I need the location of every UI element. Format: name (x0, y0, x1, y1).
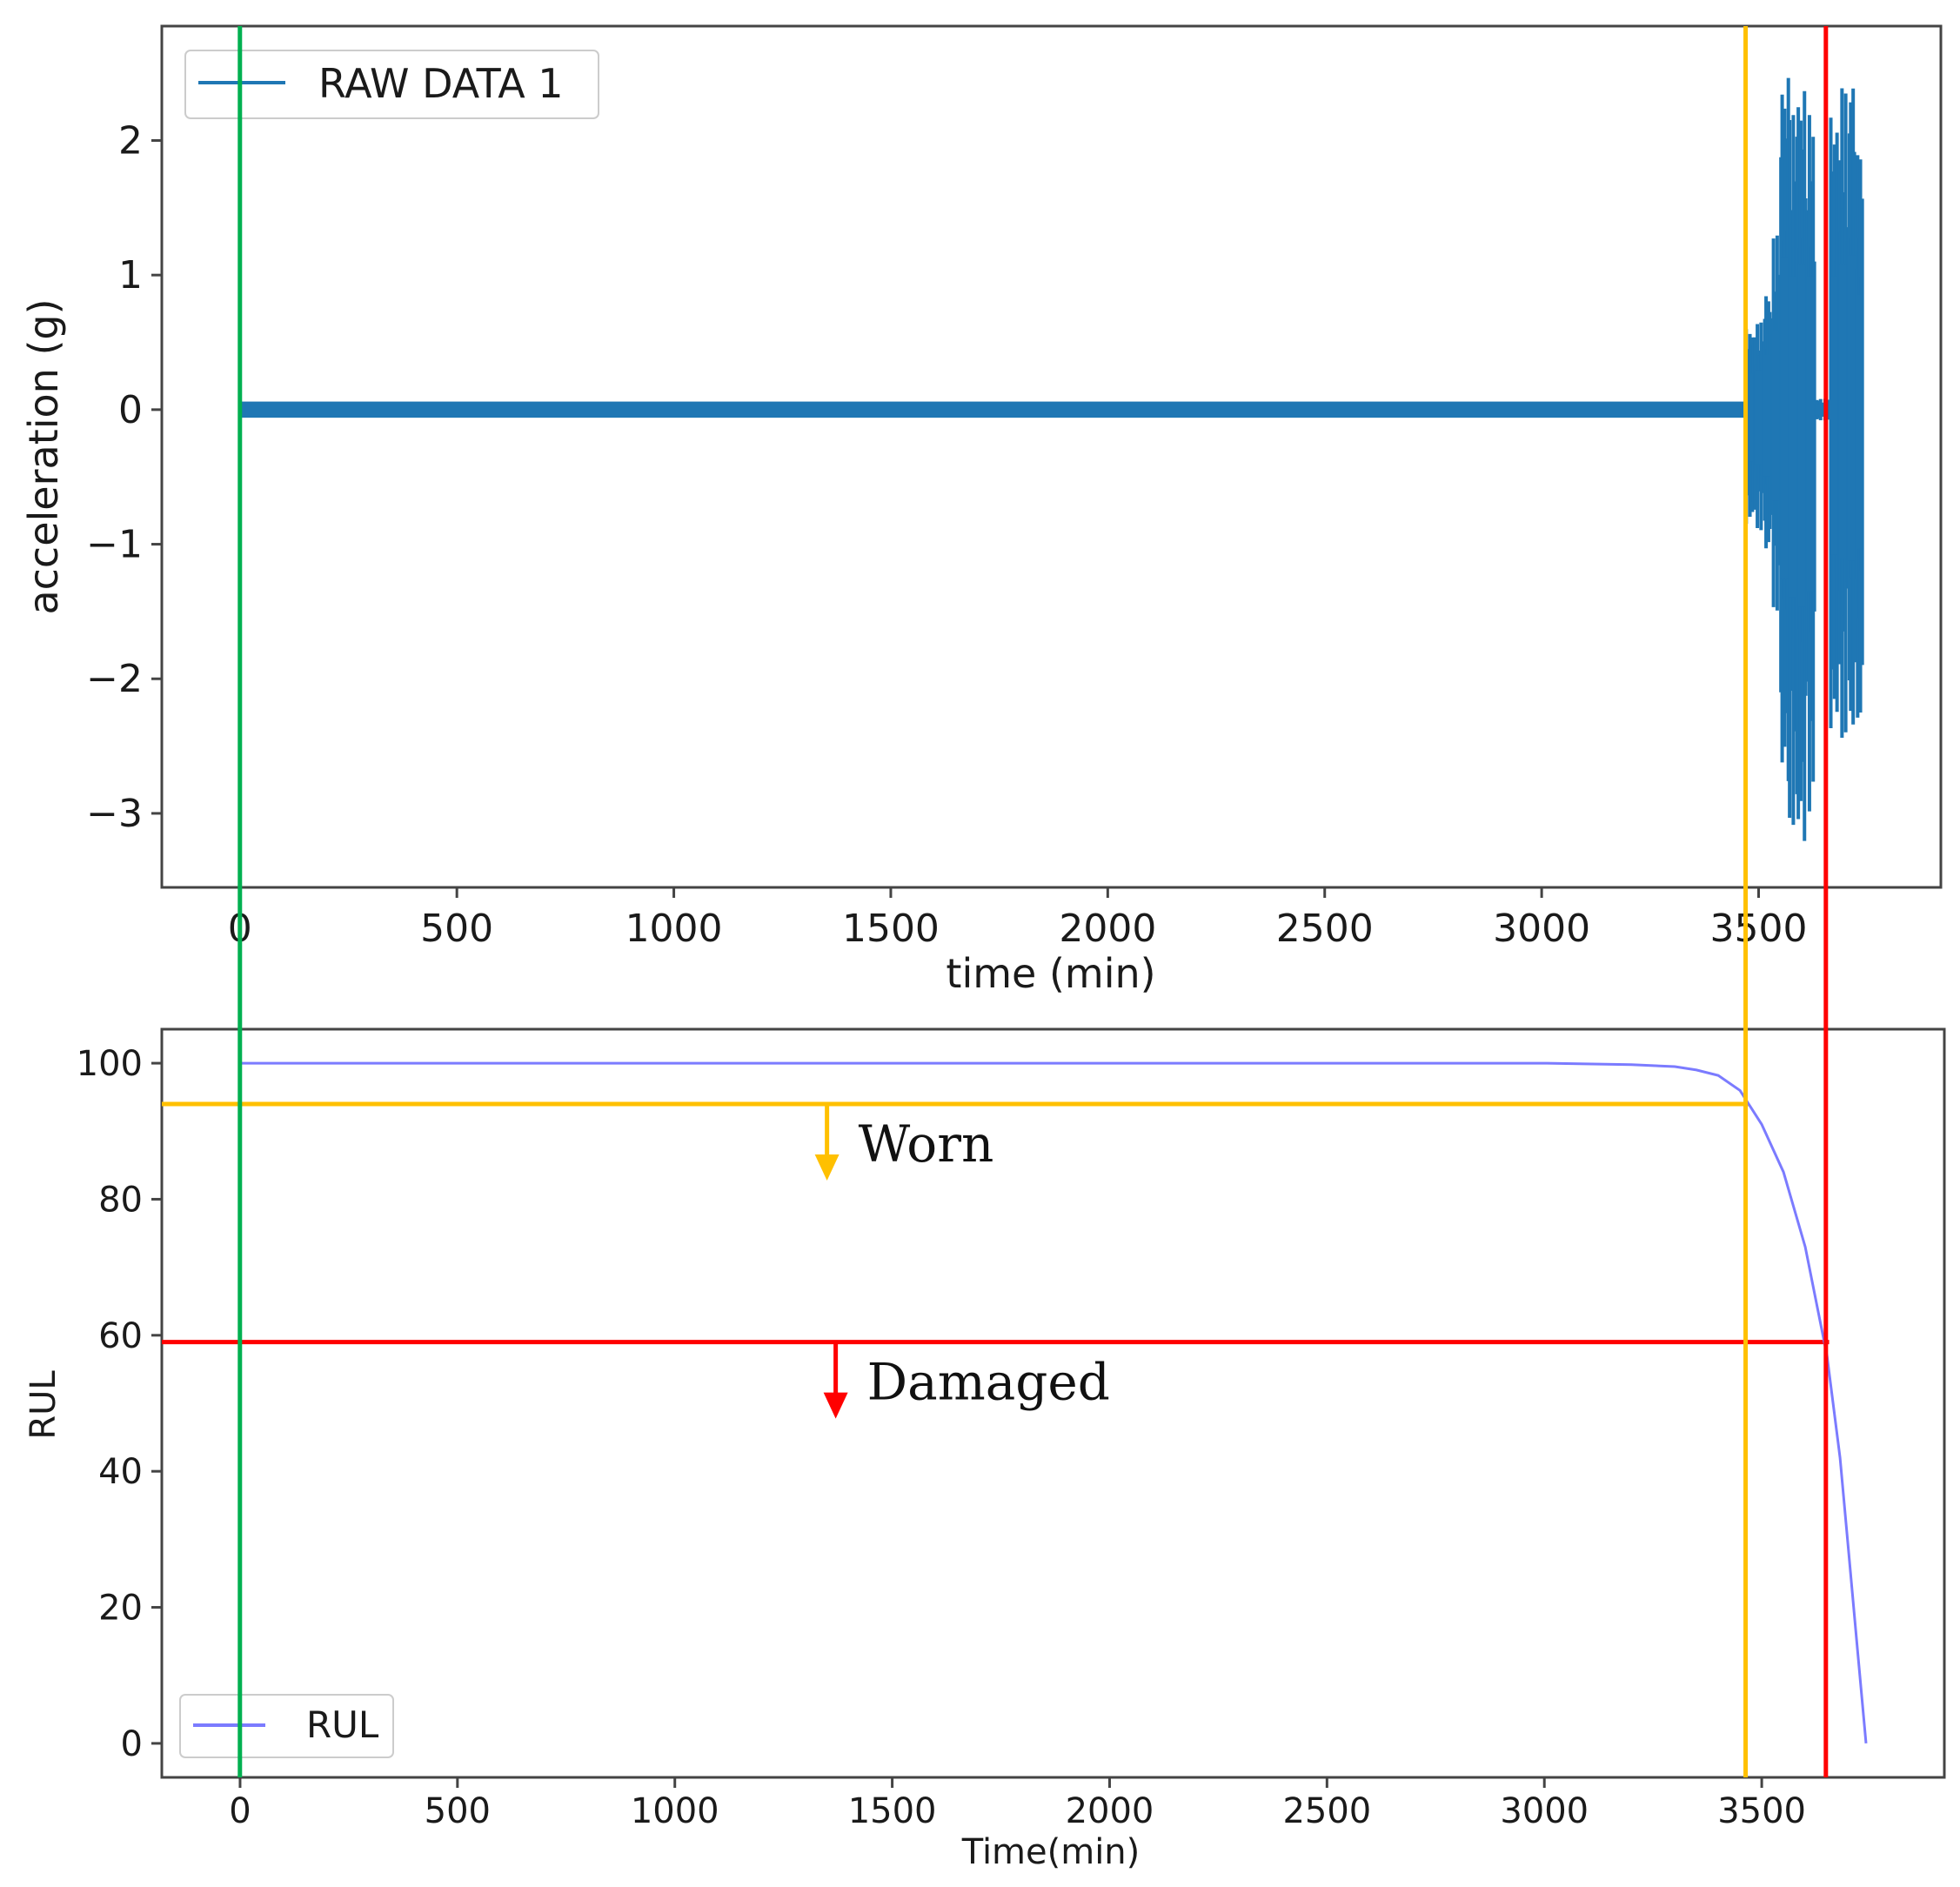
rul-x-ticks: 0 500 1000 1500 2000 2500 3000 3500 (229, 1777, 1806, 1831)
raw-data-1-band (239, 401, 1746, 418)
rul-y-tick-label: 60 (98, 1316, 143, 1356)
acceleration-x-tick-label: 1000 (625, 907, 723, 951)
rul-x-tick-label: 2500 (1282, 1791, 1371, 1831)
acceleration-x-tick-label: 1500 (842, 907, 940, 951)
rul-x-tick-label: 2000 (1066, 1791, 1154, 1831)
raw-data-1-core (1856, 294, 1863, 549)
acceleration-panel: 0 500 1000 1500 2000 2500 3000 3500 2 1 0 −1 −2 −3 t… (20, 24, 1943, 997)
threshold-arrow-head (814, 1154, 840, 1181)
acceleration-x-tick-label: 2500 (1276, 907, 1374, 951)
rul-x-tick-label: 3500 (1717, 1791, 1806, 1831)
raw-data-1-core (1815, 405, 1824, 415)
acceleration-y-tick-label: 1 (118, 253, 143, 298)
rul-y-tick-label: 20 (98, 1589, 143, 1629)
rul-y-axis-label: RUL (23, 1370, 64, 1440)
raw-data-1-core (1789, 276, 1798, 598)
raw-data-1-core (1771, 331, 1781, 501)
acceleration-x-tick-label: 3000 (1493, 907, 1590, 951)
acceleration-plot-frame (160, 24, 1943, 889)
rul-y-tick-label: 0 (121, 1724, 143, 1764)
raw-data-1-core (1763, 355, 1772, 477)
rul-y-ticks: 0 20 40 60 80 100 (77, 1044, 162, 1764)
raw-data-1-core (1806, 276, 1816, 592)
acceleration-x-tick-label: 3500 (1710, 907, 1808, 951)
threshold-label: Damaged (867, 1353, 1110, 1412)
rul-x-tick-label: 1500 (848, 1791, 937, 1831)
acceleration-y-tick-label: −2 (86, 657, 143, 701)
rul-y-tick-label: 80 (98, 1180, 143, 1220)
rul-y-tick-label: 40 (98, 1452, 143, 1492)
raw-data-1-core (1745, 373, 1755, 462)
acceleration-legend: RAW DATA 1 (184, 50, 599, 119)
acceleration-y-tick-label: 0 (118, 388, 143, 432)
raw-data-1-core (1780, 258, 1789, 579)
rul-y-tick-label: 100 (77, 1044, 143, 1084)
acceleration-y-ticks: 2 1 0 −1 −2 −3 (86, 118, 162, 836)
raw-data-1-core (1830, 276, 1839, 555)
rul-thresholds: Worn Damaged (162, 1101, 1830, 1419)
rul-x-tick-label: 0 (229, 1791, 251, 1831)
rul-x-tick-label: 3000 (1500, 1791, 1589, 1831)
acceleration-x-tick-label: 2000 (1059, 907, 1156, 951)
acceleration-legend-label: RAW DATA 1 (318, 60, 564, 107)
raw-data-1-core (1754, 370, 1763, 465)
acceleration-legend-box (184, 50, 599, 119)
rul-legend-box (179, 1694, 394, 1758)
rul-legend-label: RUL (306, 1703, 379, 1746)
raw-data-1-core (1797, 264, 1807, 607)
threshold-label: Worn (859, 1114, 994, 1174)
rul-panel: 0 500 1000 1500 2000 2500 3000 3500 0 20 40 60 80 10… (23, 1027, 1946, 1872)
acceleration-y-tick-label: 2 (118, 118, 143, 163)
raw-data-1-core (1847, 255, 1856, 561)
rul-x-axis-label: Time(min) (961, 1832, 1141, 1872)
rul-x-tick-label: 1000 (631, 1791, 719, 1831)
acceleration-y-tick-label: −3 (86, 792, 143, 836)
acceleration-x-tick-label: 500 (420, 907, 493, 951)
threshold-arrow-head (823, 1392, 848, 1419)
stage-markers (237, 26, 1829, 1777)
rul-x-tick-label: 500 (425, 1791, 491, 1831)
raw-data-1-series (239, 77, 1864, 841)
raw-data-1-core (1838, 264, 1848, 559)
rul-legend: RUL (179, 1694, 394, 1758)
acceleration-y-tick-label: −1 (86, 523, 143, 567)
rul-series-line (240, 1061, 1868, 1744)
acceleration-x-axis-label: time (min) (946, 950, 1155, 997)
acceleration-y-axis-label: acceleration (g) (20, 298, 67, 614)
rul-plot-frame (160, 1027, 1946, 1779)
